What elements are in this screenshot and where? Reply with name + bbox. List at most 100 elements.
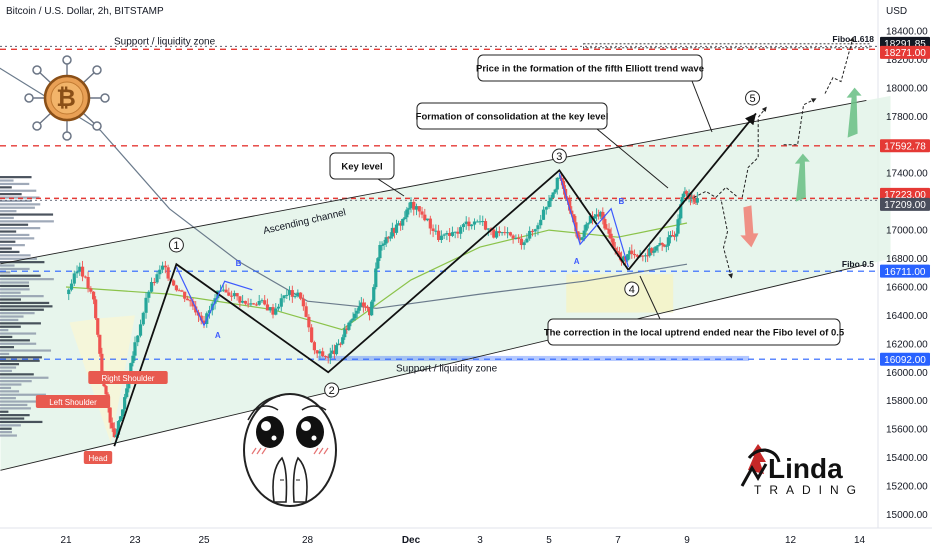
correction-callout-pointer xyxy=(639,275,661,320)
candle-body xyxy=(412,201,416,210)
candle-body xyxy=(660,242,664,245)
candle-body xyxy=(632,253,637,256)
candle-body xyxy=(118,416,123,422)
projection-down xyxy=(721,201,733,279)
candle-body xyxy=(246,303,250,305)
candle-body xyxy=(260,300,264,302)
candle-body xyxy=(315,350,319,354)
pattern-label: Head xyxy=(88,454,107,463)
x-tick-label: 21 xyxy=(60,535,72,546)
candle-body xyxy=(336,343,341,346)
volume-bar xyxy=(0,288,30,291)
candle-body xyxy=(555,177,559,190)
volume-bar xyxy=(0,417,25,420)
volume-bar xyxy=(0,400,38,403)
candle-body xyxy=(365,306,370,309)
correction-callout-text: The correction in the local uptrend ende… xyxy=(544,328,845,339)
candle-body xyxy=(330,350,334,354)
candle-body xyxy=(149,281,154,292)
candle-body xyxy=(361,302,365,307)
candle-body xyxy=(241,300,245,303)
wave-marker-label: 4 xyxy=(629,284,635,296)
candle-body xyxy=(445,233,449,235)
candle-body xyxy=(641,255,645,257)
volume-bar xyxy=(0,312,35,315)
candle-body xyxy=(282,295,286,299)
candle-body xyxy=(439,235,443,240)
support-top-label: Support / liquidity zone xyxy=(114,36,216,47)
abc-label: A xyxy=(574,257,580,266)
volume-bar xyxy=(0,233,30,237)
candle-body xyxy=(566,198,570,200)
price-tag-label: 16711.00 xyxy=(885,267,926,278)
candle-body xyxy=(285,294,289,296)
wave-marker-label: 3 xyxy=(556,151,562,163)
candle-body xyxy=(425,218,430,221)
candle-body xyxy=(475,221,479,223)
price-tag-bg xyxy=(880,197,930,211)
candle-body xyxy=(363,306,368,308)
candle-body xyxy=(307,316,311,328)
candle-body xyxy=(136,335,140,343)
wave-structure-line xyxy=(113,169,630,447)
candle-body xyxy=(692,198,697,202)
volume-bar xyxy=(0,264,15,267)
fibo-1618-label: Fibo 1.618 xyxy=(832,34,874,44)
candle-body xyxy=(67,289,71,295)
candle-body xyxy=(582,230,586,238)
fifth-wave-callout: Price in the formation of the fifth Elli… xyxy=(476,54,713,133)
pattern-pill xyxy=(88,371,168,384)
candle-body xyxy=(666,237,670,246)
volume-bar xyxy=(0,254,31,257)
volume-bar xyxy=(0,179,14,182)
candle-body xyxy=(544,207,548,210)
abc-label: B xyxy=(236,259,242,268)
price-tag-bg xyxy=(880,264,930,278)
candle-body xyxy=(461,224,466,228)
price-tag-label: 17209.00 xyxy=(884,200,926,211)
fifth-wave-callout-text: Price in the formation of the fifth Elli… xyxy=(476,64,704,75)
volume-bar xyxy=(0,359,40,362)
candle-body xyxy=(96,318,100,335)
y-tick-label: 15200.00 xyxy=(886,482,928,493)
candle-body xyxy=(621,256,626,262)
candle-body xyxy=(672,235,677,237)
candle-body xyxy=(232,293,236,297)
volume-bar xyxy=(0,329,9,332)
volume-bar xyxy=(0,424,21,427)
volume-bar xyxy=(0,267,30,271)
candle-body xyxy=(104,386,108,395)
volume-bar xyxy=(0,250,20,254)
volume-bar xyxy=(0,199,32,203)
volume-bar xyxy=(0,339,30,342)
candle-body xyxy=(428,218,432,229)
volume-bar xyxy=(0,431,12,434)
candle-body xyxy=(407,208,411,210)
candle-body xyxy=(688,193,693,200)
candle-body xyxy=(94,299,98,319)
candle-body xyxy=(547,201,551,208)
candle-body xyxy=(177,290,181,292)
candle-body xyxy=(508,232,512,236)
candle-body xyxy=(511,235,515,239)
candle-body xyxy=(654,246,658,251)
candle-body xyxy=(238,296,242,303)
candle-body xyxy=(180,290,184,292)
candle-body xyxy=(332,350,337,355)
volume-bar xyxy=(0,244,25,247)
candle-body xyxy=(646,255,650,257)
candle-body xyxy=(599,211,603,217)
candle-body xyxy=(72,273,76,284)
volume-bar xyxy=(0,427,12,430)
candle-body xyxy=(453,231,457,233)
candle-body xyxy=(506,232,510,234)
svg-text:₿: ₿ xyxy=(56,85,76,112)
consolidation-callout: Formation of consolidation at the key le… xyxy=(416,102,669,189)
wave-marker-circle xyxy=(551,148,567,164)
candle-body xyxy=(652,250,656,253)
y-tick-label: 16400.00 xyxy=(886,311,928,322)
candle-body xyxy=(161,265,165,270)
candle-body xyxy=(188,300,192,302)
candle-body xyxy=(230,295,234,297)
